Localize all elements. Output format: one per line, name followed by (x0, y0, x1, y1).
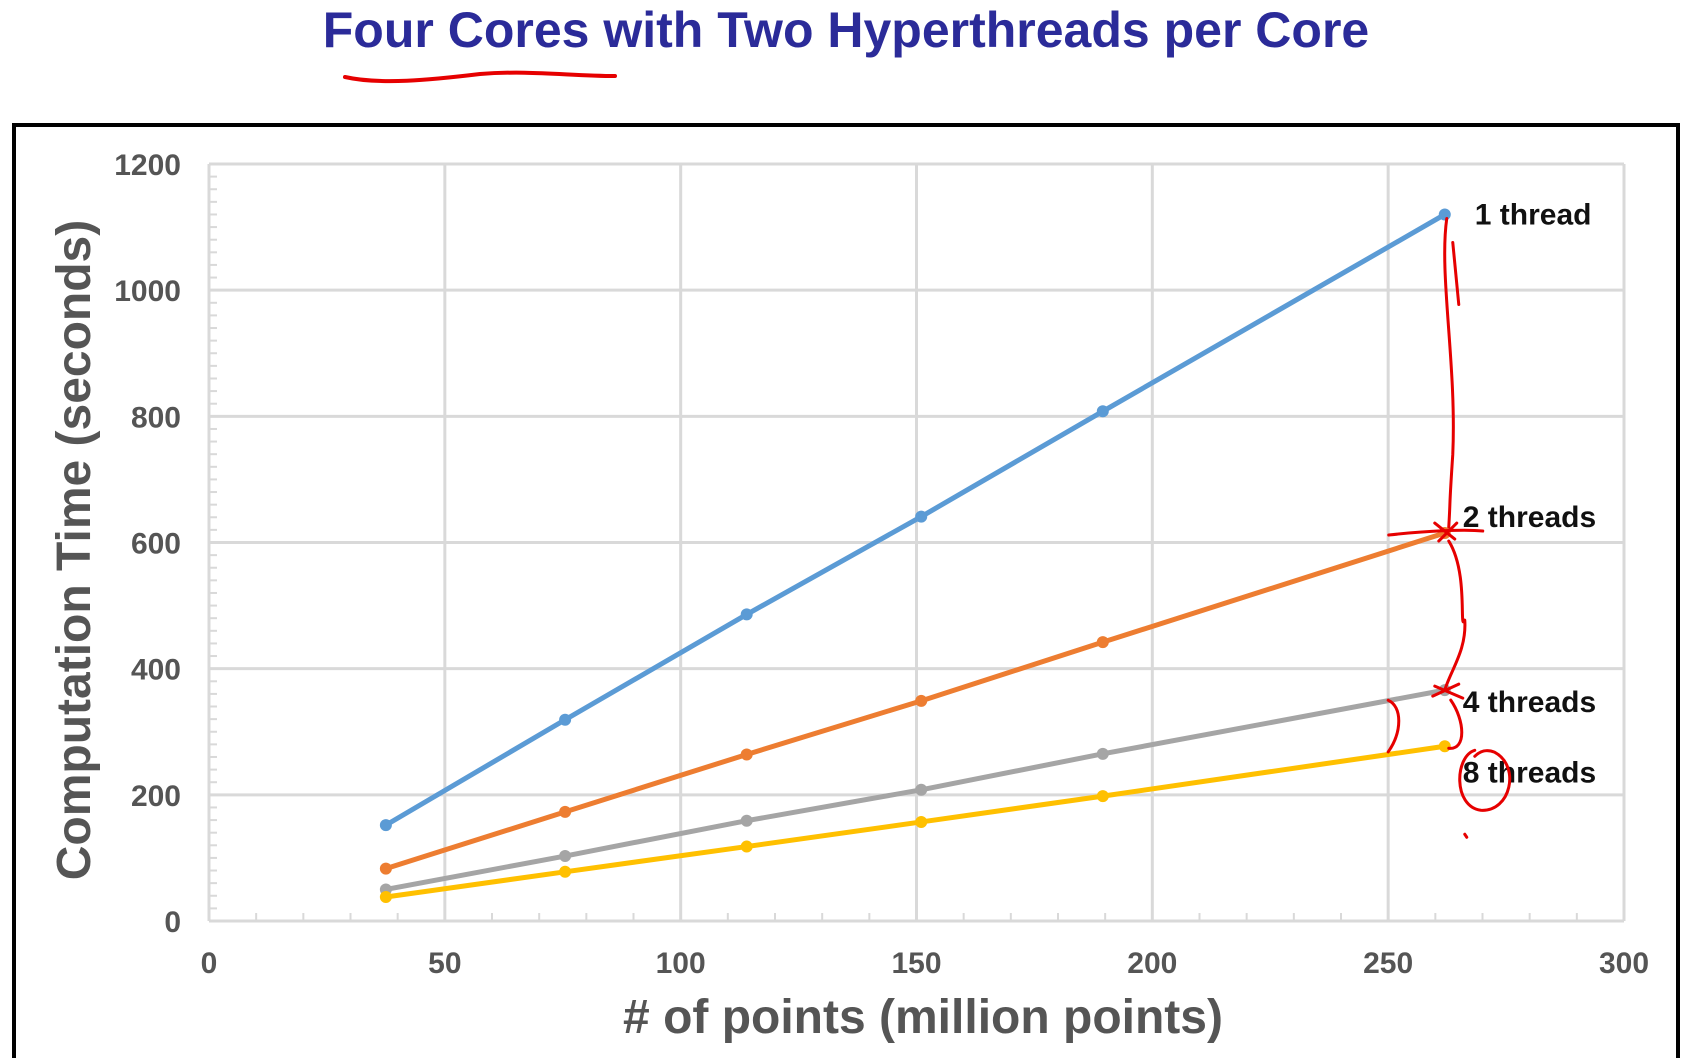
x-tick-label: 250 (1363, 947, 1413, 980)
series-label: 1 thread (1475, 198, 1592, 231)
series-labels: 1 thread 2 threads 4 threads 8 threads (1463, 198, 1596, 789)
series-line-3 (385, 687, 1446, 892)
data-point (559, 713, 572, 726)
series-label: 8 threads (1463, 756, 1596, 789)
tick-annotation (1451, 240, 1461, 306)
data-point (740, 608, 753, 621)
x-tick-label: 150 (891, 947, 941, 980)
data-point (915, 510, 928, 523)
data-point (379, 862, 392, 875)
data-point (1096, 790, 1109, 803)
grid-lines (207, 162, 1626, 923)
series-lines (379, 208, 1451, 904)
x-tick-label: 0 (201, 947, 218, 980)
y-tick-label: 1200 (114, 149, 181, 182)
y-axis-title: Computation Time (seconds) (48, 220, 101, 881)
data-point (740, 840, 753, 853)
data-point (559, 805, 572, 818)
dot-annotation (1463, 832, 1469, 839)
cross-mark-2-threads (1387, 521, 1485, 543)
chart-frame (12, 123, 1680, 1058)
x-tick-label: 200 (1127, 947, 1177, 980)
y-tick-label: 400 (131, 654, 181, 687)
data-point (379, 891, 392, 904)
data-point (1096, 747, 1109, 760)
handwritten-annotations (1386, 216, 1512, 839)
series-line-1 (384, 212, 1447, 828)
circle-8-threads-annotation (1458, 748, 1512, 812)
data-point (740, 748, 753, 761)
data-point (915, 694, 928, 707)
bracket-left-annotation (1386, 698, 1401, 754)
y-tick-label: 800 (131, 401, 181, 434)
title-underline-annotation (343, 70, 617, 84)
series-label: 4 threads (1463, 686, 1596, 719)
data-point (740, 814, 753, 827)
series-line-2 (385, 530, 1446, 872)
data-point (559, 865, 572, 878)
data-point (915, 783, 928, 796)
x-axis-title: # of points (million points) (623, 991, 1223, 1044)
data-point (1438, 740, 1451, 753)
bracket-1-to-2-annotation (1443, 216, 1455, 529)
y-tick-label: 1000 (114, 275, 181, 308)
y-tick-label: 200 (131, 780, 181, 813)
slide-title: Four Cores with Two Hyperthreads per Cor… (322, 2, 1370, 58)
data-point (379, 819, 392, 832)
data-point (1096, 636, 1109, 649)
data-point (915, 815, 928, 828)
y-tick-label: 600 (131, 528, 181, 561)
data-point (1096, 405, 1109, 418)
x-tick-label: 50 (428, 947, 461, 980)
x-tick-label: 100 (656, 947, 706, 980)
y-tick-label: 0 (164, 906, 181, 939)
bracket-4-to-8-annotation (1447, 698, 1464, 750)
data-point (1438, 208, 1451, 221)
series-line-4 (385, 743, 1446, 900)
axes: 0 200 400 600 800 1000 1200 0 50 100 150 200 250 300 (114, 149, 1649, 980)
x-tick-label: 300 (1599, 947, 1649, 980)
bracket-2-to-4-annotation (1443, 539, 1467, 692)
mark-4-threads (1431, 682, 1465, 700)
series-label: 2 threads (1463, 501, 1596, 534)
data-point (559, 850, 572, 863)
